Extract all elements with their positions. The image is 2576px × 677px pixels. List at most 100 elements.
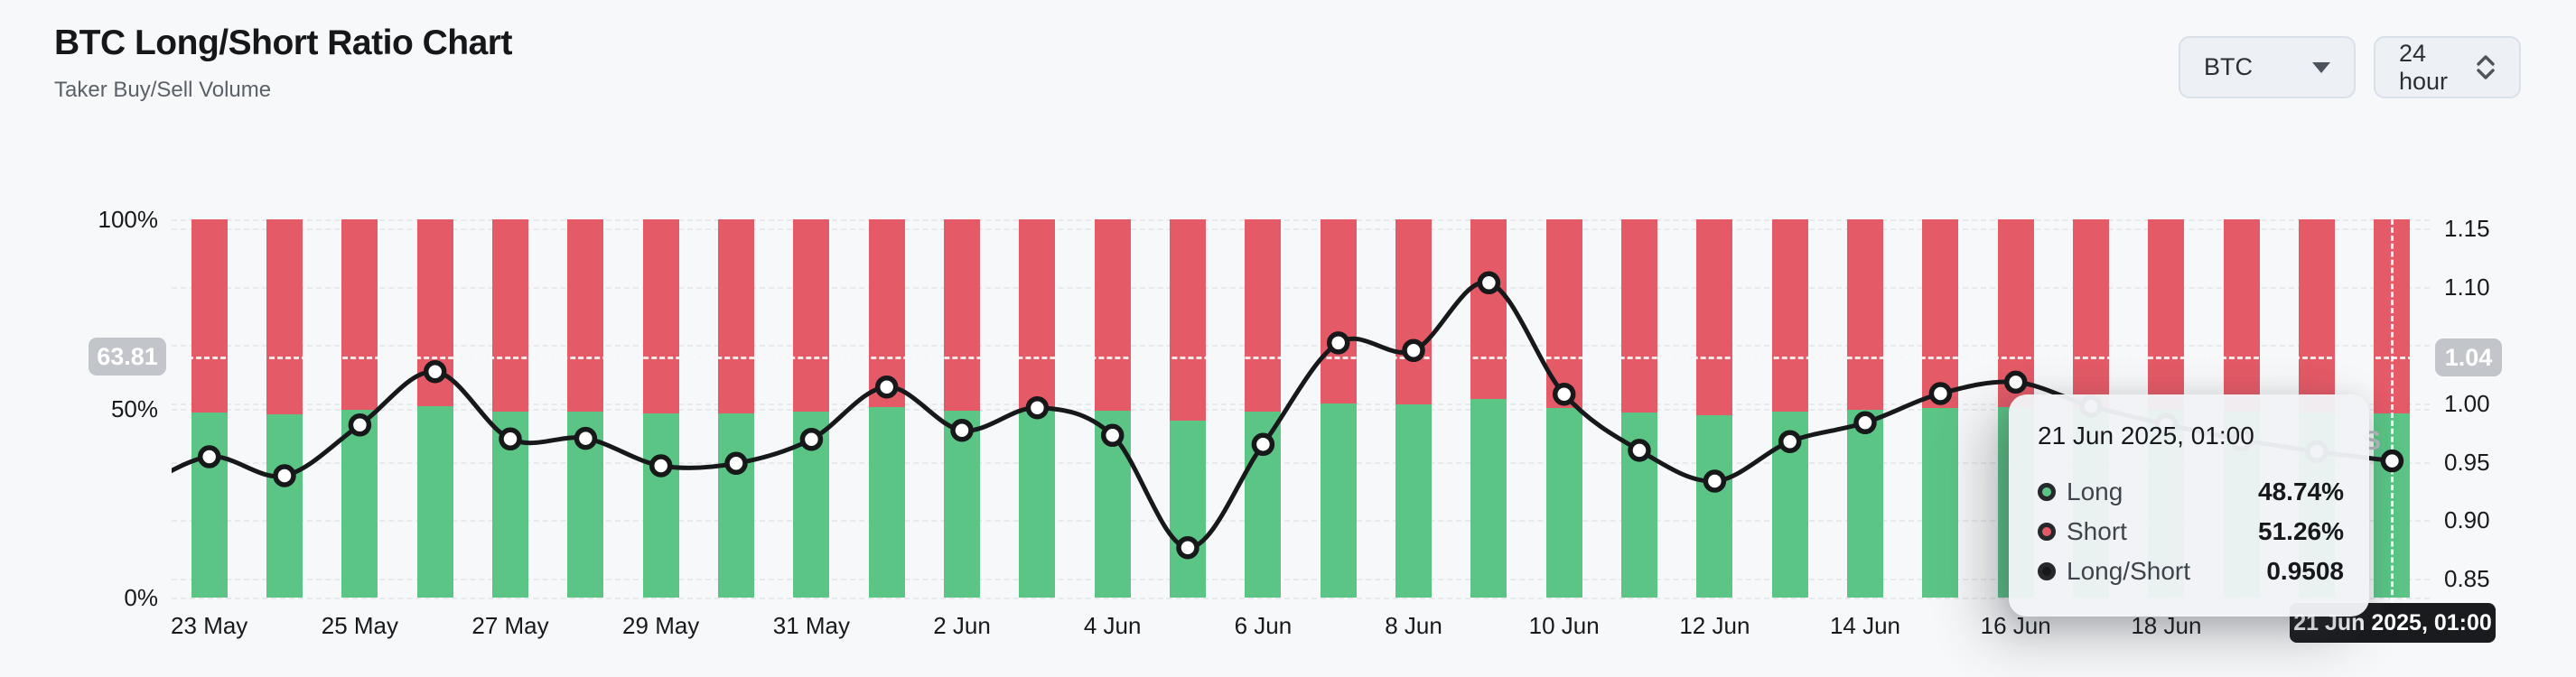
bar-segment-long[interactable]	[341, 410, 378, 598]
line-marker	[1552, 382, 1576, 406]
x-axis-tick: 12 Jun	[1679, 612, 1750, 639]
bar-segment-long[interactable]	[868, 407, 905, 598]
line-marker	[1853, 411, 1877, 435]
bar-segment-long[interactable]	[1395, 403, 1432, 598]
bar-segment-short[interactable]	[1847, 219, 1883, 411]
gridline	[172, 461, 2430, 464]
tooltip-row-value: 51.26%	[2258, 517, 2344, 545]
page-subtitle: Taker Buy/Sell Volume	[54, 78, 272, 102]
gridline	[172, 345, 2430, 348]
bar-segment-long[interactable]	[1170, 421, 1206, 598]
tooltip-row-label: Short	[2067, 517, 2127, 545]
bar-segment-long[interactable]	[1696, 414, 1733, 598]
tooltip-row-ratio: Long/Short 0.9508	[2038, 552, 2344, 591]
line-marker	[1100, 423, 1125, 448]
gridline	[172, 598, 2430, 599]
bar-segment-short[interactable]	[1019, 219, 1056, 409]
line-marker	[1778, 430, 1802, 453]
bar-segment-short[interactable]	[1922, 219, 1959, 408]
y-axis-tick-left: 50%	[110, 394, 158, 422]
gridline	[172, 219, 2430, 221]
bar-segment-short[interactable]	[944, 219, 980, 411]
chart-tooltip: 21 Jun 2025, 01:00 Long 48.74% Short 51.…	[2009, 394, 2369, 617]
y-axis-tick-left: 0%	[124, 584, 158, 611]
bar-segment-short[interactable]	[1696, 219, 1733, 415]
bar-segment-short[interactable]	[1170, 219, 1206, 422]
caret-down-icon	[2312, 61, 2330, 73]
bar-segment-short[interactable]	[642, 219, 679, 414]
bar-segment-long[interactable]	[416, 405, 453, 598]
line-marker	[874, 375, 899, 399]
right-axis-value-badge: 1.04	[2435, 338, 2502, 376]
x-axis-tick: 31 May	[772, 612, 851, 639]
bar-segment-short[interactable]	[718, 219, 754, 413]
bar-segment-long[interactable]	[1922, 407, 1959, 598]
line-marker	[574, 426, 598, 450]
bar-segment-long[interactable]	[1545, 407, 1582, 598]
ratio-series-icon	[2038, 562, 2056, 580]
bar-segment-short[interactable]	[793, 219, 830, 412]
x-axis-tick: 18 Jun	[2131, 612, 2202, 639]
line-marker	[724, 451, 748, 476]
x-axis-tick: 6 Jun	[1234, 612, 1293, 639]
bar-segment-short[interactable]	[492, 219, 528, 412]
symbol-select-value: BTC	[2204, 53, 2253, 80]
symbol-select[interactable]: BTC	[2179, 36, 2356, 98]
y-axis-tick-right: 1.10	[2444, 273, 2490, 301]
line-marker	[950, 418, 974, 442]
bar-segment-long[interactable]	[718, 413, 754, 598]
line-marker	[1703, 469, 1727, 493]
bar-segment-long[interactable]	[642, 413, 679, 598]
bar-segment-short[interactable]	[2223, 219, 2260, 412]
y-axis-tick-right: 0.90	[2444, 506, 2490, 534]
bar-segment-short[interactable]	[1320, 219, 1357, 404]
y-axis-tick-right: 1.15	[2444, 215, 2490, 243]
left-axis-value-badge: 63.81	[89, 338, 166, 376]
tooltip-row-label: Long/Short	[2067, 557, 2190, 585]
tooltip-row-short: Short 51.26%	[2038, 512, 2344, 552]
line-marker	[423, 359, 447, 384]
bar-segment-short[interactable]	[1395, 219, 1432, 404]
x-axis-tick: 25 May	[321, 612, 399, 639]
bar-segment-short[interactable]	[2299, 219, 2335, 413]
tooltip-row-value: 0.9508	[2266, 557, 2344, 585]
y-axis-tick-right: 0.95	[2444, 448, 2490, 476]
interval-select[interactable]: 24 hour	[2374, 36, 2521, 98]
line-marker	[273, 464, 296, 487]
bar-segment-short[interactable]	[341, 219, 378, 411]
bar-segment-short[interactable]	[1470, 219, 1507, 400]
gridline	[172, 578, 2430, 580]
line-marker	[2380, 449, 2404, 473]
y-axis-tick-right: 1.00	[2444, 390, 2490, 417]
line-marker	[1928, 382, 1953, 405]
y-axis-tick-left: 100%	[98, 206, 159, 233]
bar-segment-short[interactable]	[1621, 219, 1657, 413]
bar-segment-short[interactable]	[1094, 219, 1131, 412]
bar-segment-long[interactable]	[266, 414, 303, 598]
line-marker	[1628, 439, 1651, 462]
tooltip-row-value: 48.74%	[2258, 478, 2344, 505]
gridline	[172, 403, 2430, 405]
x-axis-tick: 2 Jun	[933, 612, 991, 639]
bar-segment-long[interactable]	[1320, 403, 1357, 598]
bar-segment-short[interactable]	[266, 219, 303, 415]
bar-segment-long[interactable]	[1470, 399, 1507, 598]
tooltip-row-long: Long 48.74%	[2038, 472, 2344, 512]
y-axis-tick-right: 0.85	[2444, 564, 2490, 592]
line-marker	[799, 427, 824, 451]
bar-segment-short[interactable]	[191, 219, 228, 413]
bar-segment-long[interactable]	[191, 413, 228, 598]
bar-segment-long[interactable]	[1847, 410, 1883, 598]
bar-segment-long[interactable]	[1019, 408, 1056, 598]
page-title: BTC Long/Short Ratio Chart	[54, 23, 512, 62]
line-marker	[2003, 370, 2028, 394]
bar-segment-short[interactable]	[2148, 219, 2185, 411]
bar-segment-short[interactable]	[2073, 219, 2109, 409]
bar-segment-short[interactable]	[567, 219, 604, 412]
x-axis-tick: 14 Jun	[1829, 612, 1901, 639]
x-axis-tick: 27 May	[471, 612, 549, 639]
bar-segment-short[interactable]	[1245, 219, 1282, 413]
x-axis-tick: 10 Jun	[1528, 612, 1600, 639]
bar-segment-short[interactable]	[1771, 219, 1808, 412]
